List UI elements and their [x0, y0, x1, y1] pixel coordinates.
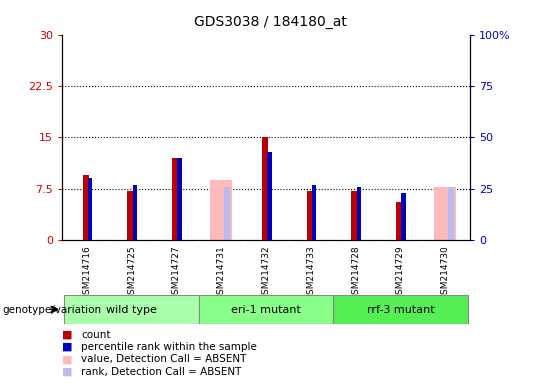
Text: count: count [81, 330, 111, 340]
Bar [312, 185, 316, 240]
Bar [133, 185, 137, 240]
Bar [172, 158, 178, 240]
Bar [267, 152, 272, 240]
Text: value, Detection Call = ABSENT: value, Detection Call = ABSENT [81, 354, 246, 364]
Bar [307, 191, 313, 240]
Text: GSM214732: GSM214732 [261, 245, 271, 300]
Text: GSM214731: GSM214731 [217, 245, 226, 300]
Text: GSM214716: GSM214716 [82, 245, 91, 300]
Bar [448, 187, 454, 240]
Bar [352, 191, 357, 240]
Text: GSM214730: GSM214730 [441, 245, 450, 300]
Text: GSM214728: GSM214728 [351, 245, 360, 300]
Text: genotype/variation: genotype/variation [3, 305, 102, 314]
Text: eri-1 mutant: eri-1 mutant [231, 305, 301, 314]
Bar [210, 180, 232, 240]
Text: GSM214727: GSM214727 [172, 245, 181, 300]
Text: ■: ■ [62, 342, 72, 352]
Text: rrf-3 mutant: rrf-3 mutant [367, 305, 434, 314]
Text: GSM214725: GSM214725 [127, 245, 136, 300]
Bar [262, 137, 268, 240]
Bar [357, 187, 361, 240]
Text: GSM214729: GSM214729 [396, 245, 405, 300]
Bar [199, 295, 333, 324]
Bar [88, 179, 92, 240]
Text: ■: ■ [62, 367, 72, 377]
Bar [127, 191, 133, 240]
Bar [434, 187, 456, 240]
Bar [178, 158, 182, 240]
Bar [333, 295, 468, 324]
Bar [224, 187, 231, 240]
Text: rank, Detection Call = ABSENT: rank, Detection Call = ABSENT [81, 367, 241, 377]
Bar [396, 202, 402, 240]
Bar [83, 175, 89, 240]
Bar [64, 295, 199, 324]
Text: GDS3038 / 184180_at: GDS3038 / 184180_at [193, 15, 347, 29]
Text: ■: ■ [62, 354, 72, 364]
Text: ■: ■ [62, 330, 72, 340]
Text: GSM214733: GSM214733 [306, 245, 315, 300]
Bar [401, 193, 406, 240]
Text: percentile rank within the sample: percentile rank within the sample [81, 342, 257, 352]
Text: wild type: wild type [106, 305, 157, 314]
